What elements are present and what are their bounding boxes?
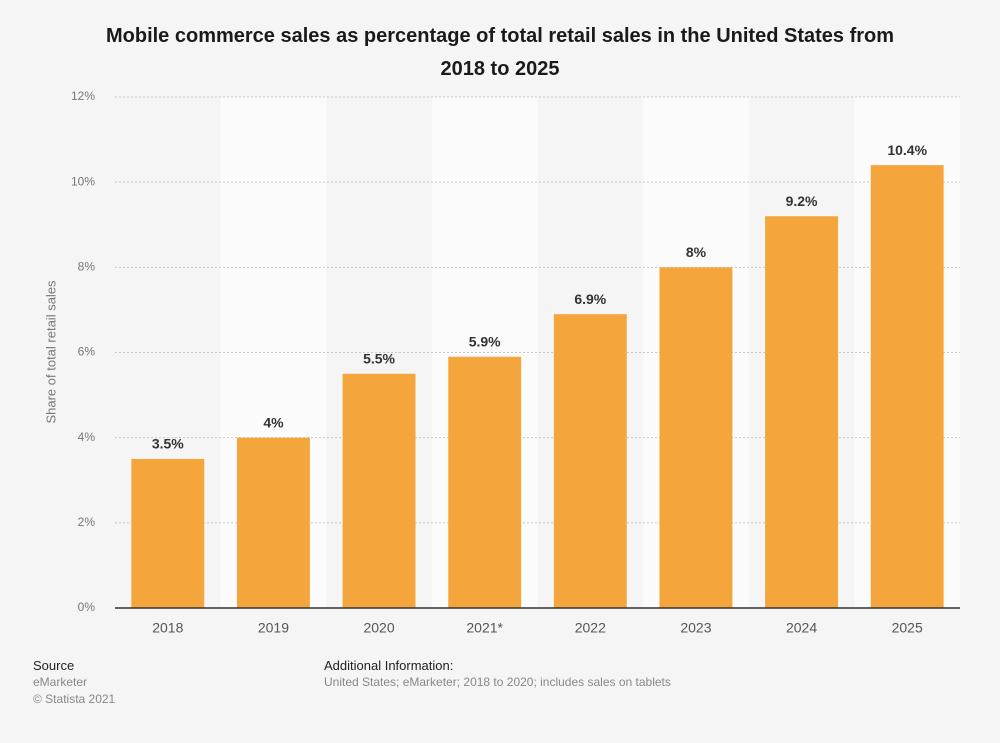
source-heading: Source [33,658,75,673]
x-tick-label: 2022 [575,620,606,636]
data-label: 8% [686,244,707,260]
data-label: 4% [263,414,284,430]
x-tick-label: 2023 [680,620,711,636]
source: eMarketer [33,675,88,689]
info-block: Additional Information: United States; e… [324,657,671,691]
y-tick-label: 6% [78,345,96,359]
x-tick-label: 2018 [152,620,183,636]
data-label: 9.2% [786,193,818,209]
bar [342,373,416,608]
y-tick-label: 4% [78,430,96,444]
bar [236,437,310,608]
bar [448,356,522,608]
copyright: © Statista 2021 [33,692,116,706]
bar [659,267,733,608]
x-tick-label: 2024 [786,620,817,636]
y-axis-label: Share of total retail sales [43,280,58,424]
bar [870,165,944,608]
bar [553,314,627,608]
data-label: 6.9% [574,291,606,307]
x-tick-label: 2020 [363,620,394,636]
x-tick-label: 2025 [892,620,923,636]
data-label: 10.4% [887,142,927,158]
y-tick-label: 0% [78,600,96,614]
y-tick-label: 10% [71,174,95,188]
chart-title: Mobile commerce sales as percentage of t… [105,25,895,80]
bar [765,216,839,608]
source-block: Source eMarketer © Statista 2021 [33,657,115,708]
y-tick-label: 8% [78,260,96,274]
x-tick-label: 2019 [258,620,289,636]
data-label: 3.5% [152,436,184,452]
data-label: 5.5% [363,350,395,366]
y-tick-label: 2% [78,515,96,529]
info: United States; eMarketer; 2018 to 2020; … [324,675,671,689]
bar [131,458,205,608]
y-tick-label: 12% [71,89,95,103]
x-tick-label: 2021* [466,620,503,636]
data-label: 5.9% [469,333,501,349]
info-heading: Additional Information: [324,658,454,673]
